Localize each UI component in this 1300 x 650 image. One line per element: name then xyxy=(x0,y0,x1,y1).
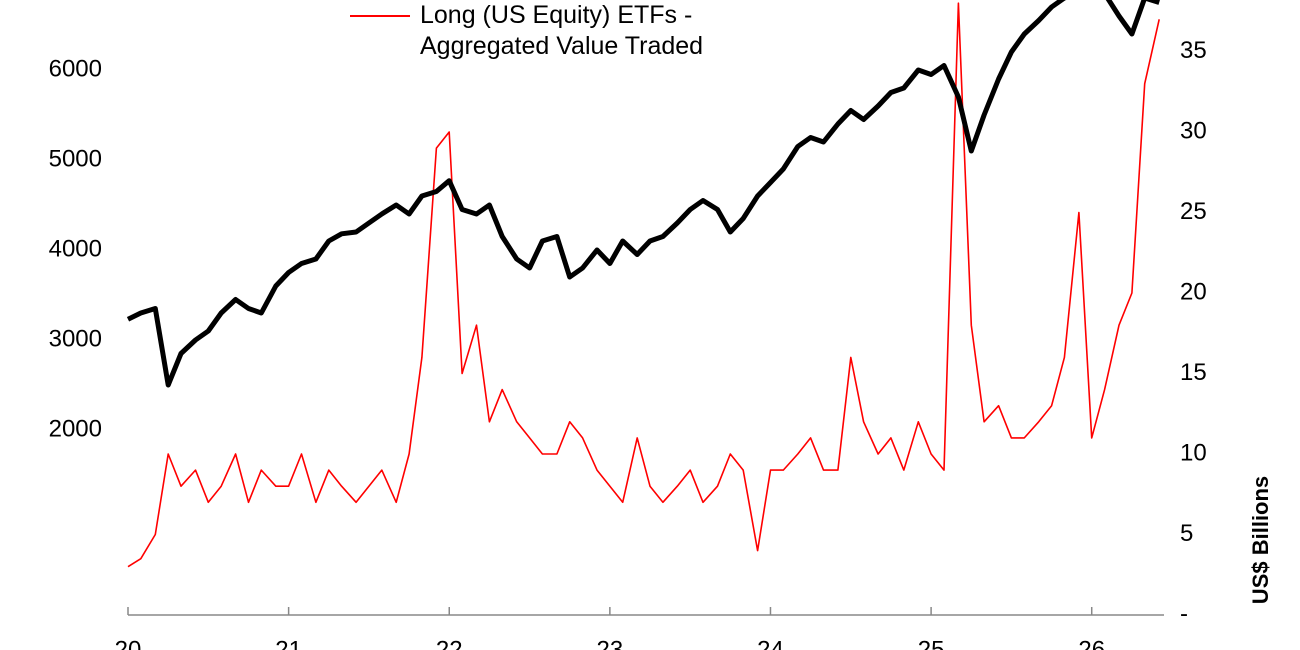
x-tick-label: 26 xyxy=(1078,636,1105,650)
y-tick-label: 3000 xyxy=(49,325,102,352)
y-tick-label: 2000 xyxy=(49,415,102,442)
x-tick-label: 21 xyxy=(275,636,302,650)
x-tick-label: 23 xyxy=(597,636,624,650)
y2-tick-label: 20 xyxy=(1180,278,1207,305)
y2-tick-label: 5 xyxy=(1180,520,1193,547)
y2-tick-label: 30 xyxy=(1180,117,1207,144)
y-tick-label: 4000 xyxy=(49,235,102,262)
legend-label: Long (US Equity) ETFs - Aggregated Value… xyxy=(420,1,704,60)
y2-tick-label: 10 xyxy=(1180,439,1207,466)
y2-axis-label: US$ Billions xyxy=(1248,476,1273,604)
series-line xyxy=(126,0,1160,388)
x-tick-label: 25 xyxy=(918,636,945,650)
x-tick-label: 24 xyxy=(757,636,784,650)
y2-tick-label: 15 xyxy=(1180,359,1207,386)
legend: Long (US Equity) ETFs - Aggregated Value… xyxy=(350,0,770,62)
x-tick-label: 20 xyxy=(115,636,142,650)
series-line xyxy=(127,2,1160,568)
legend-swatch xyxy=(350,15,410,17)
y-tick-label: 6000 xyxy=(49,55,102,82)
y2-tick-label: 25 xyxy=(1180,198,1207,225)
y2-tick-label: - xyxy=(1180,600,1188,627)
y-tick-label: 5000 xyxy=(49,145,102,172)
y2-tick-label: 35 xyxy=(1180,37,1207,64)
x-tick-label: 22 xyxy=(436,636,463,650)
